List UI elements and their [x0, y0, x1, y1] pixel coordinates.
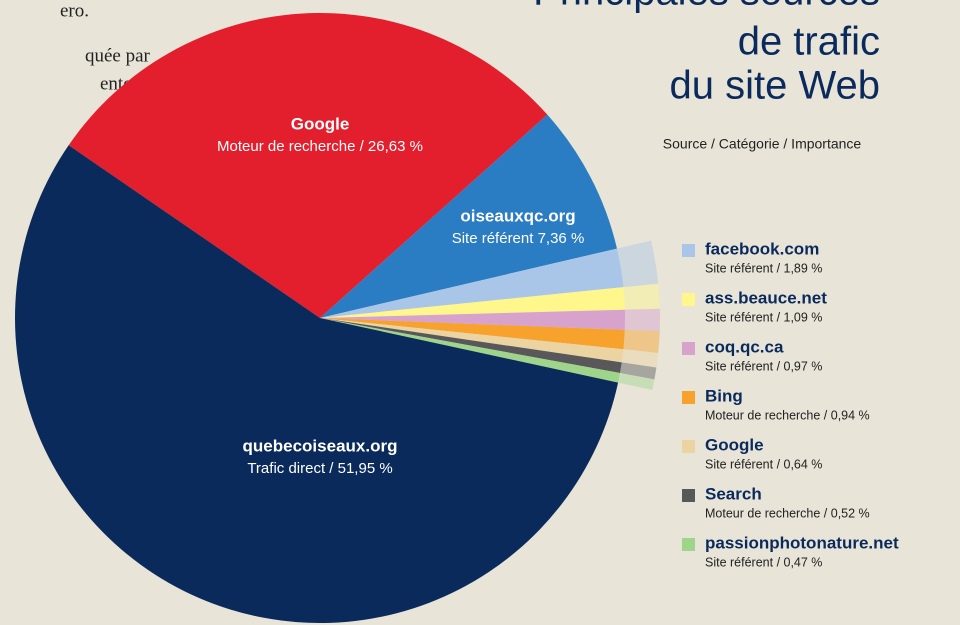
legend-swatch: [682, 391, 695, 404]
legend-name: Google: [705, 435, 764, 454]
legend-swatch: [682, 342, 695, 355]
pie-slice: [320, 318, 620, 383]
legend-name: facebook.com: [705, 239, 819, 258]
legend-value-label: Site référent / 0,47 %: [705, 555, 822, 569]
legend-swatch: [682, 538, 695, 551]
body-text-fragment: quée par: [85, 45, 151, 66]
subtitle: Source / Catégorie / Importance: [663, 136, 862, 152]
slice-name: oiseauxqc.org: [460, 206, 575, 225]
legend-value-label: Moteur de recherche / 0,52 %: [705, 506, 870, 520]
title-line: de trafic: [738, 20, 880, 64]
legend-name: ass.beauce.net: [705, 288, 827, 307]
pie-slice: [320, 318, 625, 350]
title-line: Principales sources: [533, 0, 880, 14]
slice-outer-band: [624, 308, 660, 332]
legend-value-label: Site référent / 1,89 %: [705, 261, 822, 275]
slice-name: Google: [291, 114, 350, 133]
legend-swatch: [682, 440, 695, 453]
body-text-fragment: ero.: [60, 0, 89, 21]
legend-name: Search: [705, 484, 762, 503]
pie-slice: [320, 287, 625, 318]
slice-name: quebecoiseaux.org: [243, 436, 398, 455]
legend-swatch: [682, 244, 695, 257]
legend-swatch: [682, 293, 695, 306]
legend-value-label: Site référent / 1,09 %: [705, 310, 822, 324]
slice-value-label: Trafic direct / 51,95 %: [247, 460, 392, 477]
legend-name: passionphotonature.net: [705, 533, 899, 552]
slice-outer-band: [618, 373, 655, 391]
pie-slice: [320, 309, 625, 330]
slice-outer-band: [623, 283, 660, 310]
pie-slice: [320, 318, 622, 374]
slice-outer-band: [616, 240, 659, 288]
legend-swatch: [682, 489, 695, 502]
pie-slice: [320, 318, 624, 363]
title-line: du site Web: [670, 64, 881, 108]
legend-value-label: Site référent / 0,97 %: [705, 359, 822, 373]
pie-slice: [320, 114, 617, 318]
pie-slice: [320, 248, 624, 318]
slice-value-label: Site référent 7,36 %: [452, 230, 585, 247]
slice-value-label: Moteur de recherche / 26,63 %: [217, 138, 423, 155]
legend-name: coq.qc.ca: [705, 337, 784, 356]
slice-outer-band: [621, 349, 659, 368]
pie-slice: [68, 13, 548, 318]
legend-value-label: Moteur de recherche / 0,94 %: [705, 408, 870, 422]
legend-name: Bing: [705, 386, 743, 405]
slice-outer-band: [623, 329, 660, 353]
slice-outer-band: [619, 362, 657, 380]
legend-value-label: Site référent / 0,64 %: [705, 457, 822, 471]
pie-slice: [14, 145, 619, 623]
